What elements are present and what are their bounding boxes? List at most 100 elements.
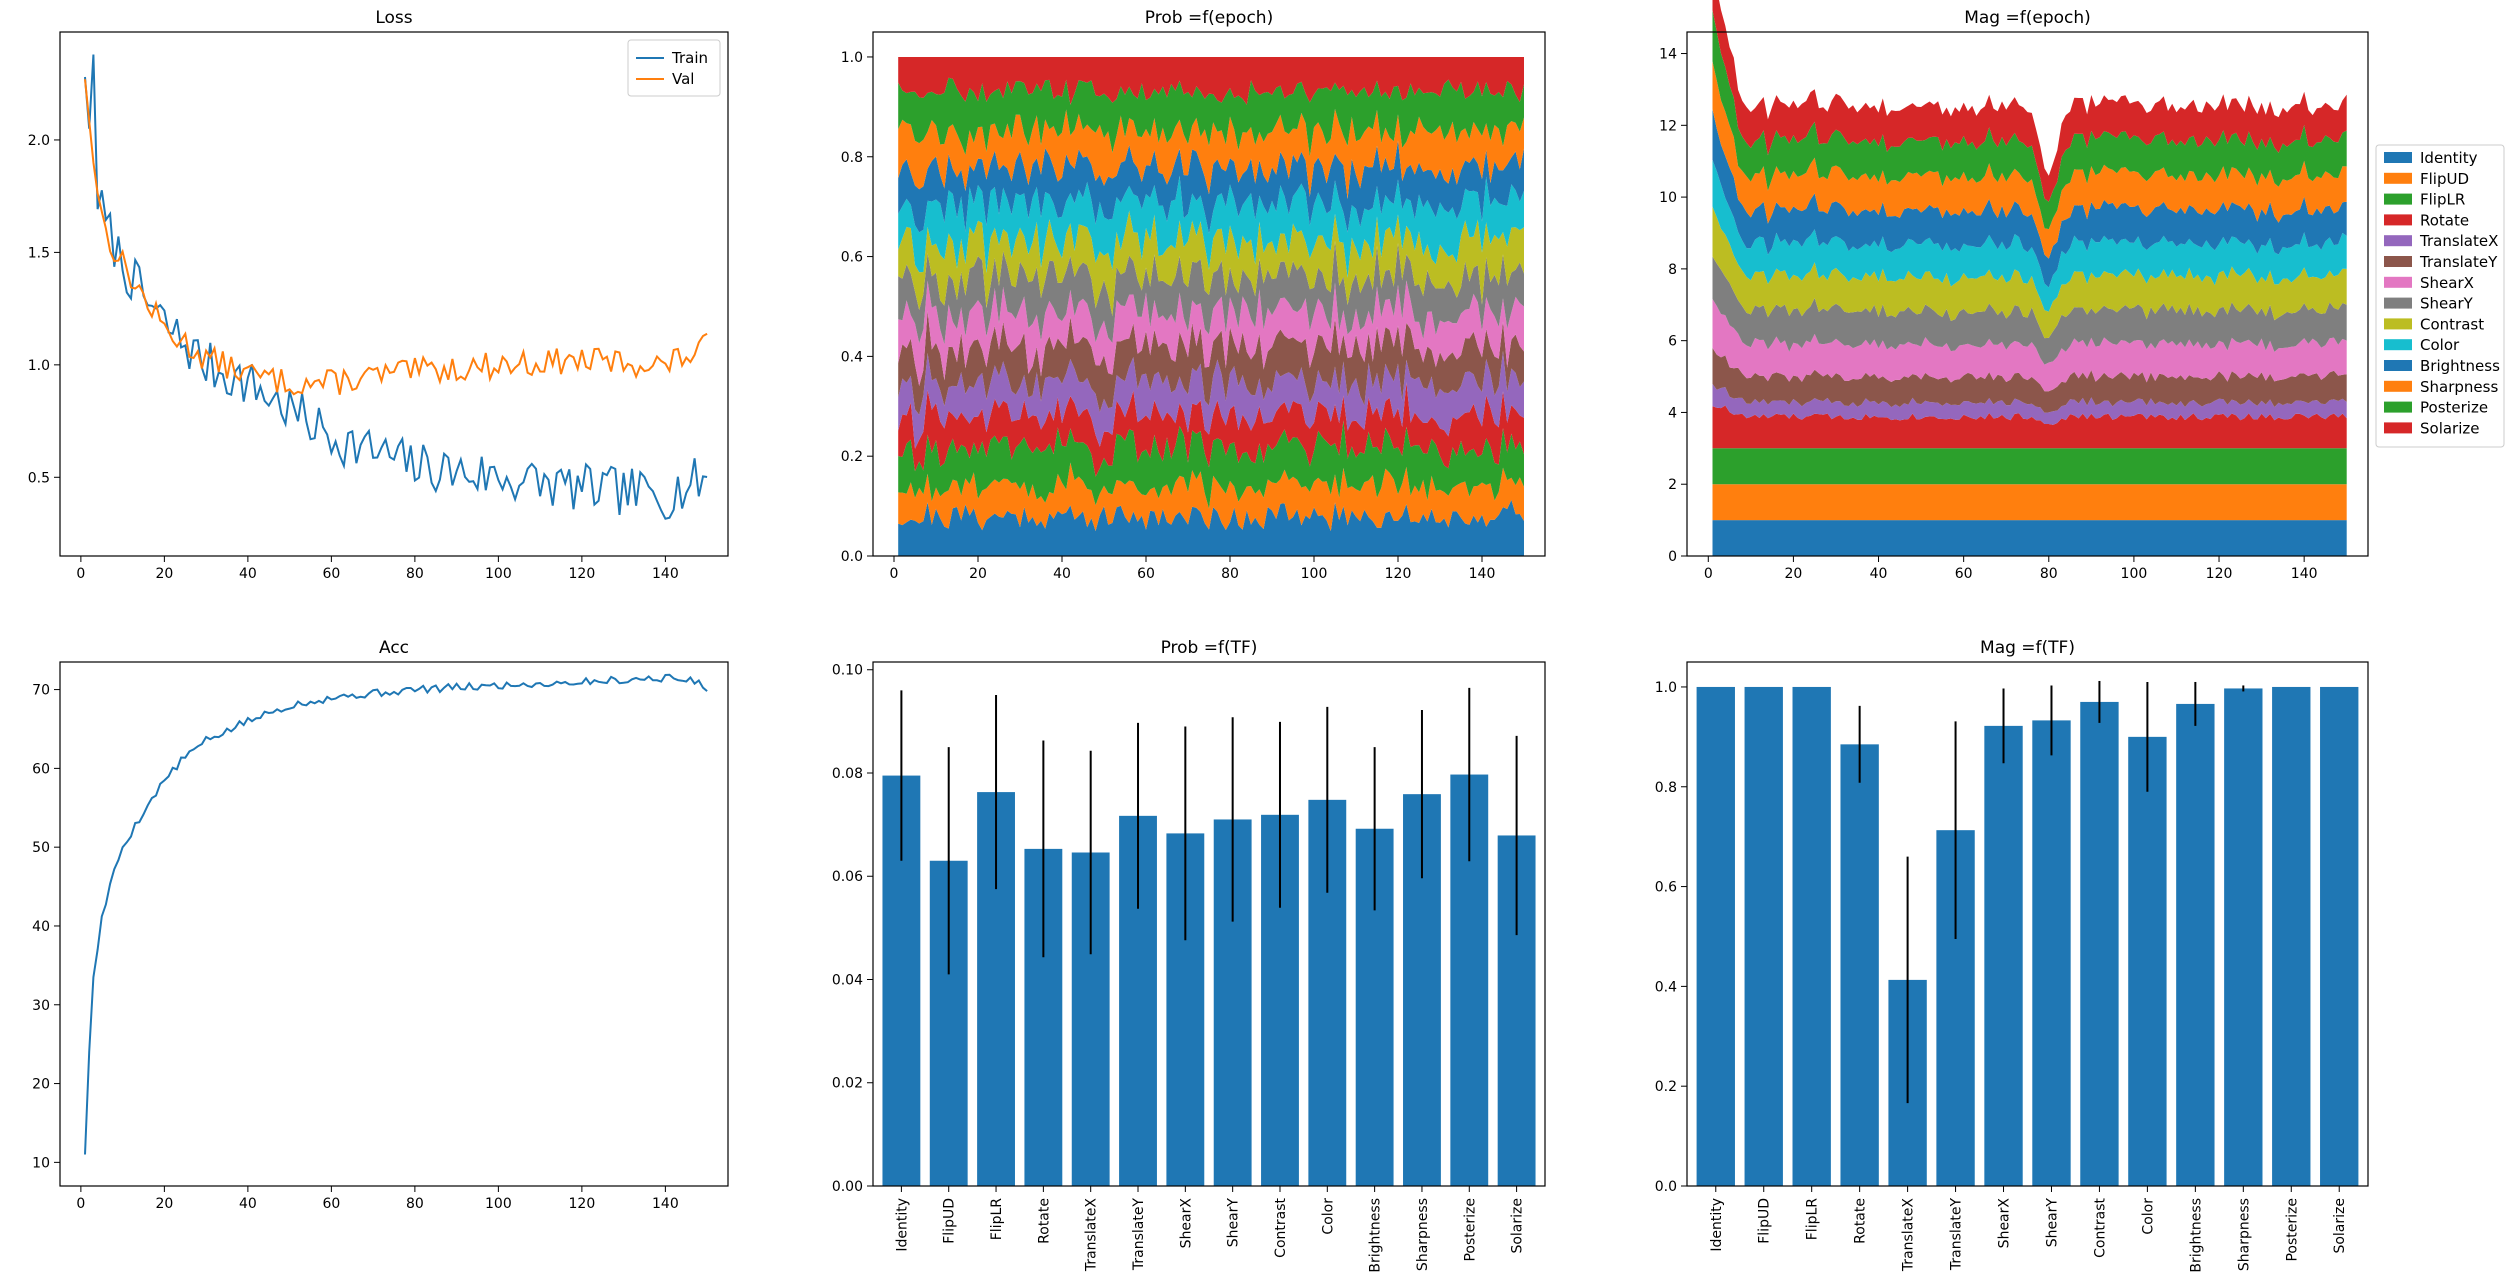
legend-label: TranslateY (2419, 253, 2498, 271)
y-tick-label: 2.0 (28, 133, 50, 149)
x-tick-label: 100 (1301, 566, 1328, 582)
area-band-rotate (898, 382, 1524, 477)
bar-flipud (1744, 686, 1783, 1186)
y-tick-label: 0.10 (832, 663, 863, 679)
x-tick-label: TranslateY (1949, 1198, 1965, 1272)
y-tick-label: 0 (1668, 549, 1677, 565)
y-tick-label: 0.2 (1655, 1079, 1677, 1095)
x-tick-label: TranslateX (1084, 1198, 1100, 1273)
legend-swatch (2384, 276, 2412, 288)
x-tick-label: 80 (2040, 566, 2058, 582)
legend-label: Brightness (2420, 357, 2500, 375)
x-tick-label: 0 (76, 566, 85, 582)
legend: Identity FlipUD FlipLR Rotate TranslateX Tran… (2375, 144, 2505, 448)
y-tick-label: 40 (32, 919, 50, 935)
area-band-sharpness (898, 108, 1524, 199)
legend-swatch (2384, 360, 2412, 371)
y-tick-label: 0.6 (841, 250, 863, 266)
y-tick-label: 0.00 (832, 1179, 863, 1195)
x-tick-label: ShearY (2044, 1198, 2060, 1248)
bar-solarize (2320, 686, 2359, 1186)
legend-label: Contrast (2420, 315, 2484, 333)
area-band-flipud (1712, 484, 2347, 521)
x-tick-label: 40 (239, 566, 257, 582)
area-band-sheary (1712, 256, 2347, 365)
y-tick-label: 0.08 (832, 766, 863, 782)
y-tick-label: 20 (32, 1077, 50, 1093)
area-band-posterize (898, 77, 1524, 157)
legend-swatch (2384, 235, 2412, 247)
x-tick-label: Solarize (2332, 1198, 2348, 1254)
legend-swatch (2384, 339, 2412, 351)
x-tick-label: FlipUD (942, 1198, 958, 1244)
series-line-acc (84, 673, 708, 1155)
x-tick-label: 80 (406, 1196, 424, 1212)
y-tick-label: 0.4 (1655, 979, 1677, 995)
y-tick-label: 2 (1668, 477, 1677, 493)
legend-swatch (2384, 380, 2412, 392)
chart-acc: Acc 10 20 30 40 50 60 70 0 20 40 60 80 100 120 140 (32, 638, 729, 1212)
x-tick-label: 0 (1704, 566, 1713, 582)
legend-swatch (2384, 256, 2412, 267)
area-band-contrast (898, 210, 1524, 317)
bar-sheary (2032, 720, 2071, 1186)
x-tick-label: ShearX (1997, 1198, 2013, 1249)
legend-label: Color (2420, 336, 2460, 354)
x-tick-label: ShearY (1226, 1198, 1242, 1248)
x-tick-label: 80 (406, 566, 424, 582)
y-tick-label: 6 (1668, 334, 1677, 350)
x-tick-label: 140 (2291, 566, 2318, 582)
x-tick-label: Color (1320, 1198, 1336, 1235)
area-band-rotate (1712, 405, 2347, 449)
x-tick-label: Brightness (2188, 1198, 2204, 1273)
bar-rotate (1840, 744, 1879, 1186)
area-band-fliplr (898, 420, 1524, 509)
legend-swatch (2384, 401, 2412, 413)
x-tick-label: FlipLR (1805, 1198, 1821, 1241)
x-tick-label: 140 (652, 566, 679, 582)
legend-swatch (2384, 297, 2412, 309)
y-tick-label: 0.0 (841, 549, 863, 565)
series-line-val (84, 79, 708, 396)
y-tick-label: 0.6 (1655, 880, 1677, 896)
chart-title: Prob =f(epoch) (1145, 8, 1273, 28)
legend-swatch (2384, 172, 2412, 184)
y-tick-label: 0.2 (841, 449, 863, 465)
x-tick-label: 0 (76, 1196, 85, 1212)
x-tick-label: FlipUD (1757, 1198, 1773, 1244)
legend-label: FlipUD (2420, 170, 2469, 188)
legend-box (627, 39, 721, 97)
x-tick-label: ShearX (1178, 1198, 1194, 1249)
chart-title: Prob =f(TF) (1161, 638, 1258, 658)
plot-frame (872, 31, 1546, 557)
legend-swatch (2384, 152, 2412, 163)
legend-label: Val (672, 70, 694, 88)
x-tick-label: 20 (969, 566, 987, 582)
series-line-train (84, 54, 708, 520)
x-tick-label: 40 (1053, 566, 1071, 582)
y-tick-label: 0.5 (28, 470, 50, 486)
y-tick-label: 70 (32, 683, 50, 699)
y-tick-label: 0.06 (832, 869, 863, 885)
x-tick-label: 60 (322, 566, 340, 582)
x-tick-label: FlipLR (989, 1198, 1005, 1241)
legend-swatch (2384, 214, 2412, 226)
x-tick-label: 140 (652, 1196, 679, 1212)
x-tick-label: 100 (485, 1196, 512, 1212)
area-band-posterize (1712, 10, 2347, 230)
bar-identity (1696, 686, 1735, 1186)
bar-shearx (1984, 725, 2023, 1186)
legend-swatch (2384, 318, 2412, 330)
y-tick-label: 0.8 (1655, 780, 1677, 796)
chart-prob_epoch: Prob =f(epoch) 0.0 0.2 0.4 0.6 0.8 1.0 0 20 40 60 8… (841, 8, 1546, 582)
legend: Train Val (627, 39, 721, 97)
x-tick-label: 80 (1221, 566, 1239, 582)
legend-label: Solarize (2420, 419, 2480, 437)
bar-posterize (2272, 686, 2311, 1186)
x-tick-label: Rotate (1036, 1198, 1052, 1244)
y-tick-label: 60 (32, 761, 50, 777)
x-tick-label: Rotate (1853, 1198, 1869, 1244)
area-band-flipud (898, 462, 1524, 532)
